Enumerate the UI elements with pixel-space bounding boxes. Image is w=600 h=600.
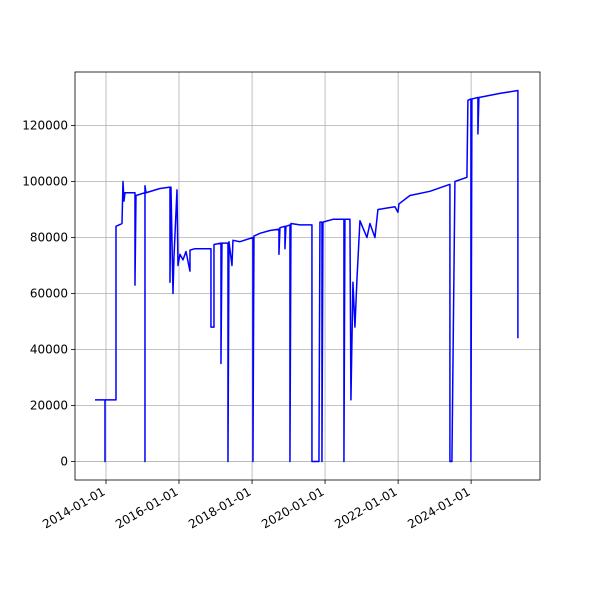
plot-frame (74, 71, 541, 481)
y-tick-label: 60000 (30, 286, 68, 300)
y-tick-label: 20000 (30, 398, 68, 412)
y-tick-label: 40000 (30, 342, 68, 356)
y-tick-label: 100000 (22, 175, 68, 189)
y-tick-label: 0 (60, 454, 68, 468)
data-line (95, 89, 519, 463)
y-tick-label: 80000 (30, 231, 68, 245)
y-tick-label: 120000 (22, 119, 68, 133)
